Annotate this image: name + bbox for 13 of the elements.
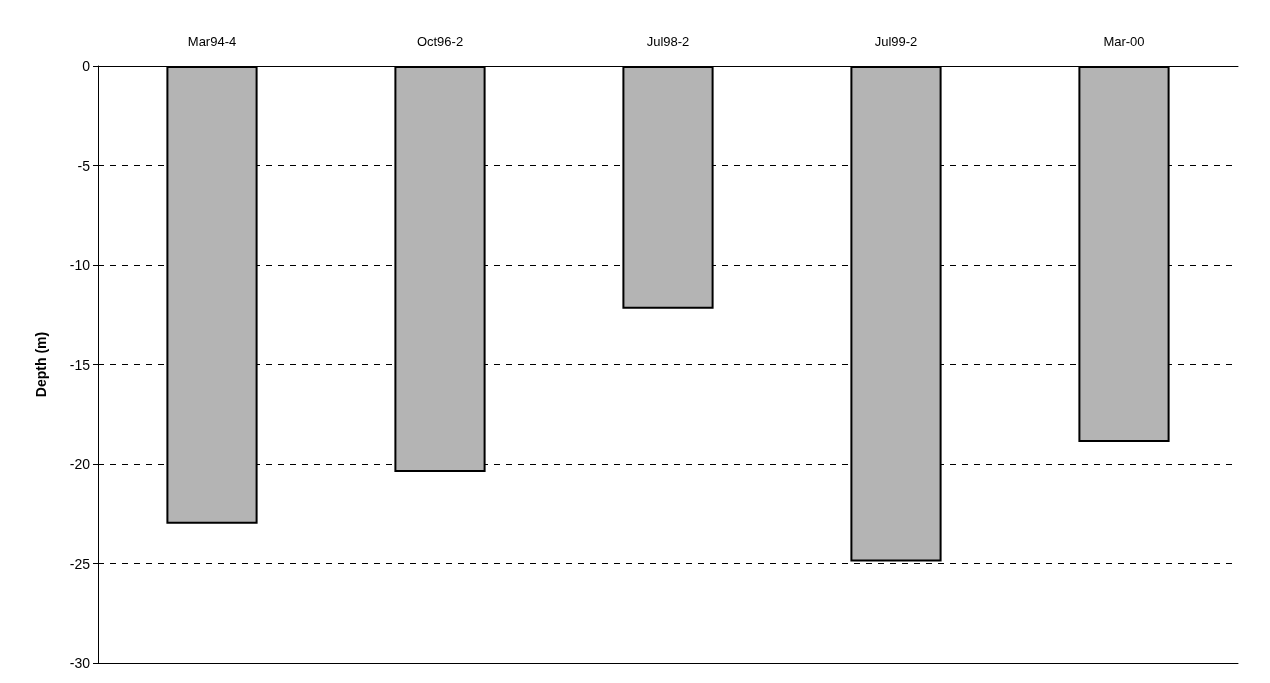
y-tick-label: -30 bbox=[69, 655, 91, 671]
y-tick-label: 0 bbox=[82, 58, 91, 74]
y-tick-label: -5 bbox=[77, 157, 91, 174]
x-tick-label: Mar94-4 bbox=[187, 34, 237, 49]
y-tick-label: -20 bbox=[69, 456, 91, 472]
y-tick-label: -10 bbox=[69, 257, 91, 273]
y-tick-label: -25 bbox=[69, 555, 91, 572]
x-tick-label: Mar-00 bbox=[1103, 34, 1145, 49]
x-tick-label: Oct96-2 bbox=[416, 34, 464, 49]
x-tick-label: Jul99-2 bbox=[874, 34, 918, 49]
y-tick-label: -15 bbox=[69, 356, 91, 373]
x-tick-label: Jul98-2 bbox=[646, 34, 690, 49]
y-axis-title: Depth (m) bbox=[33, 331, 49, 398]
